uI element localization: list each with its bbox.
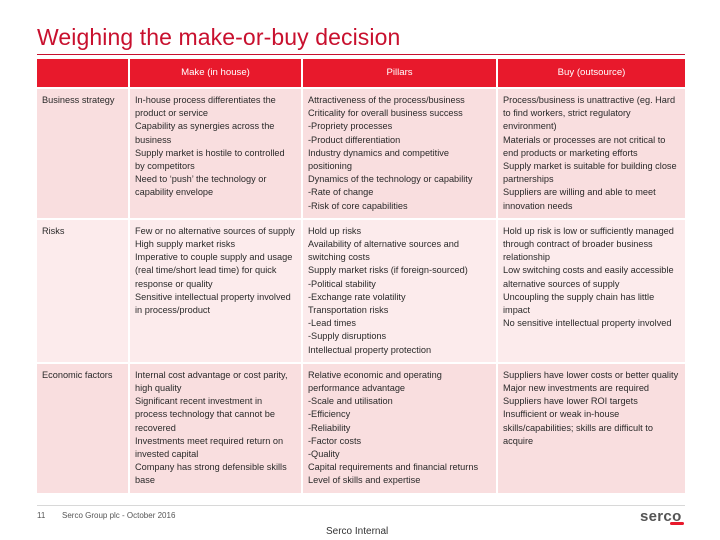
pillars-line: -Product differentiation: [308, 134, 401, 145]
cell-make: Few or no alternative sources of supply H…: [130, 217, 303, 362]
buy-line: Suppliers have lower costs or better qua…: [503, 369, 679, 380]
pillars-line: -Factor costs: [308, 435, 362, 446]
pillars-line: Dynamics of the technology or capability: [308, 174, 473, 185]
make-line: High supply market risks: [135, 239, 236, 250]
pillars-line: -Rate of change: [308, 187, 374, 198]
pillars-line: -Lead times: [308, 318, 357, 329]
buy-line: Hold up risk is low or sufficiently mana…: [503, 225, 674, 263]
make-line: Sensitive intellectual property involved…: [135, 291, 291, 316]
make-line: Significant recent investment in process…: [135, 396, 275, 433]
cell-make: In-house process differentiates the prod…: [130, 87, 303, 218]
footer-divider: [37, 505, 685, 506]
pillars-line: -Quality: [308, 449, 340, 460]
cell-buy: Suppliers have lower costs or better qua…: [498, 361, 685, 493]
pillars-line: -Exchange rate volatility: [308, 291, 406, 302]
make-or-buy-table: Make (in house) Pillars Buy (outsource) …: [37, 59, 685, 493]
make-line: Investments meet required return on inve…: [135, 435, 284, 460]
buy-line: Major new investments are required: [503, 383, 650, 394]
pillars-line: Hold up risks: [308, 225, 362, 236]
logo-text: serco: [640, 508, 682, 525]
pillars-line: Availability of alternative sources and …: [308, 239, 459, 263]
pillars-line: Criticality for overall business success: [308, 108, 463, 119]
table-row: Risks Few or no alternative sources of su…: [37, 217, 685, 362]
serco-logo: serco: [640, 508, 684, 525]
make-line: Internal cost advantage or cost parity, …: [135, 369, 288, 394]
pillars-line: Transportation risks: [308, 305, 389, 316]
pillars-line: -Reliability: [308, 422, 351, 433]
table-row: Economic factors Internal cost advantage …: [37, 361, 685, 493]
pillars-line: -Efficiency: [308, 409, 351, 420]
row-label: Business strategy: [37, 87, 130, 218]
table-body: Business strategy In-house process differ…: [37, 87, 685, 493]
pillars-line: Intellectual property protection: [308, 344, 432, 355]
pillars-line: -Political stability: [308, 278, 376, 289]
pillars-line: Supply market risks (if foreign-sourced): [308, 265, 468, 276]
pillars-line: -Scale and utilisation: [308, 396, 393, 407]
buy-line: Uncoupling the supply chain has little i…: [503, 291, 655, 316]
table-header-row: Make (in house) Pillars Buy (outsource): [37, 59, 685, 87]
cell-buy: Hold up risk is low or sufficiently mana…: [498, 217, 685, 362]
logo-swoosh-icon: [670, 522, 684, 525]
row-label: Economic factors: [37, 361, 130, 493]
page-title: Weighing the make-or-buy decision: [37, 24, 401, 50]
cell-pillars: Relative economic and operating performa…: [303, 361, 498, 493]
make-line: Imperative to couple supply and usage (r…: [135, 252, 293, 289]
header-corner: [37, 59, 130, 87]
pillars-line: -Supply disruptions: [308, 331, 387, 342]
pillars-line: -Risk of core capabilities: [308, 200, 408, 211]
pillars-line: Industry dynamics and competitive positi…: [308, 147, 449, 172]
pillars-line: -Propriety processes: [308, 121, 393, 132]
cell-pillars: Attractiveness of the process/business Cr…: [303, 87, 498, 218]
cell-pillars: Hold up risks Availability of alternative…: [303, 217, 498, 362]
pillars-line: Relative economic and operating performa…: [308, 369, 442, 394]
pillars-line: Level of skills and expertise: [308, 475, 421, 486]
footer-text: Serco Group plc - October 2016: [62, 511, 176, 520]
pillars-line: Capital requirements and financial retur…: [308, 462, 479, 473]
buy-line: Suppliers have lower ROI targets: [503, 396, 638, 407]
make-line: Supply market is hostile to controlled b…: [135, 147, 285, 172]
make-line: Company has strong defensible skills bas…: [135, 462, 287, 486]
classification-label: Serco Internal: [326, 526, 389, 537]
cell-make: Internal cost advantage or cost parity, …: [130, 361, 303, 493]
header-pillars: Pillars: [303, 59, 498, 87]
buy-line: No sensitive intellectual property invol…: [503, 318, 672, 329]
header-buy: Buy (outsource): [498, 59, 685, 87]
buy-line: Insufficient or weak in-house skills/cap…: [503, 409, 653, 446]
buy-line: Supply market is suitable for building c…: [503, 161, 677, 185]
make-line: In-house process differentiates the prod…: [135, 95, 276, 119]
title-divider: [37, 54, 685, 55]
page-number: 11: [37, 511, 46, 520]
make-line: Capability as synergies across the busin…: [135, 121, 275, 145]
table-row: Business strategy In-house process differ…: [37, 87, 685, 218]
buy-line: Suppliers are willing and able to meet i…: [503, 187, 656, 211]
buy-line: Materials or processes are not critical …: [503, 134, 666, 158]
pillars-line: Attractiveness of the process/business: [308, 95, 465, 105]
cell-buy: Process/business is unattractive (eg. Ha…: [498, 87, 685, 218]
buy-line: Low switching costs and easily accessibl…: [503, 265, 674, 289]
buy-line: Process/business is unattractive (eg. Ha…: [503, 95, 676, 132]
make-line: Need to ‘push’ the technology or capabil…: [135, 174, 267, 198]
header-make: Make (in house): [130, 59, 303, 87]
row-label: Risks: [37, 217, 130, 362]
make-line: Few or no alternative sources of supply: [135, 225, 295, 236]
